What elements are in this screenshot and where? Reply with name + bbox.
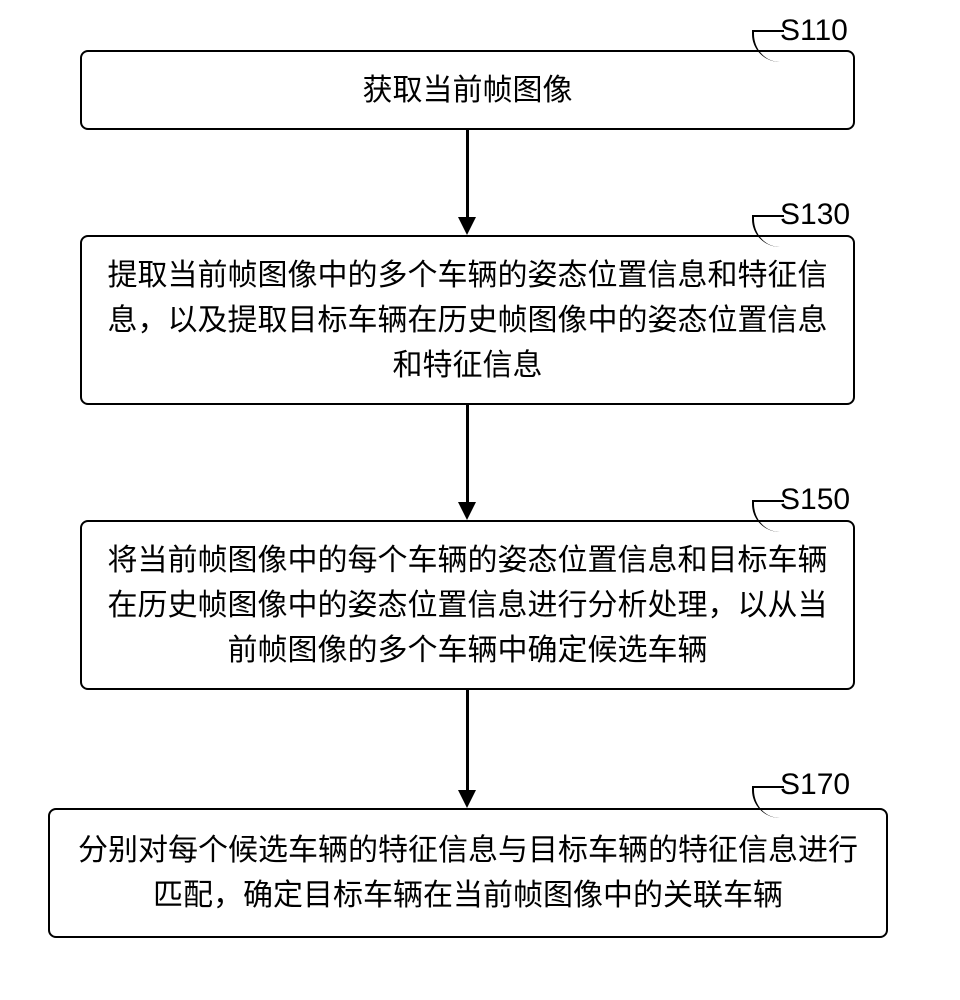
flow-step-label-S130: S130: [780, 198, 850, 232]
flow-step-text: 提取当前帧图像中的多个车辆的姿态位置信息和特征信息，以及提取目标车辆在历史帧图像…: [102, 253, 833, 388]
arrow-line: [466, 690, 469, 790]
flow-step-text: 将当前帧图像中的每个车辆的姿态位置信息和目标车辆在历史帧图像中的姿态位置信息进行…: [102, 538, 833, 673]
arrow-head-icon: [458, 502, 476, 520]
arrow-head-icon: [458, 790, 476, 808]
arrow-line: [466, 405, 469, 502]
flow-step-S110: 获取当前帧图像: [80, 50, 855, 130]
arrow-head-icon: [458, 217, 476, 235]
flowchart-container: 获取当前帧图像 S110 提取当前帧图像中的多个车辆的姿态位置信息和特征信息，以及提…: [0, 0, 960, 1000]
flow-step-text: 分别对每个候选车辆的特征信息与目标车辆的特征信息进行匹配，确定目标车辆在当前帧图…: [70, 828, 866, 918]
flow-step-S130: 提取当前帧图像中的多个车辆的姿态位置信息和特征信息，以及提取目标车辆在历史帧图像…: [80, 235, 855, 405]
flow-step-label-S150: S150: [780, 483, 850, 517]
arrow-line: [466, 130, 469, 217]
flow-step-label-S110: S110: [780, 14, 848, 48]
flow-step-text: 获取当前帧图像: [363, 68, 573, 113]
flow-step-label-S170: S170: [780, 768, 850, 802]
flow-step-S170: 分别对每个候选车辆的特征信息与目标车辆的特征信息进行匹配，确定目标车辆在当前帧图…: [48, 808, 888, 938]
flow-step-S150: 将当前帧图像中的每个车辆的姿态位置信息和目标车辆在历史帧图像中的姿态位置信息进行…: [80, 520, 855, 690]
